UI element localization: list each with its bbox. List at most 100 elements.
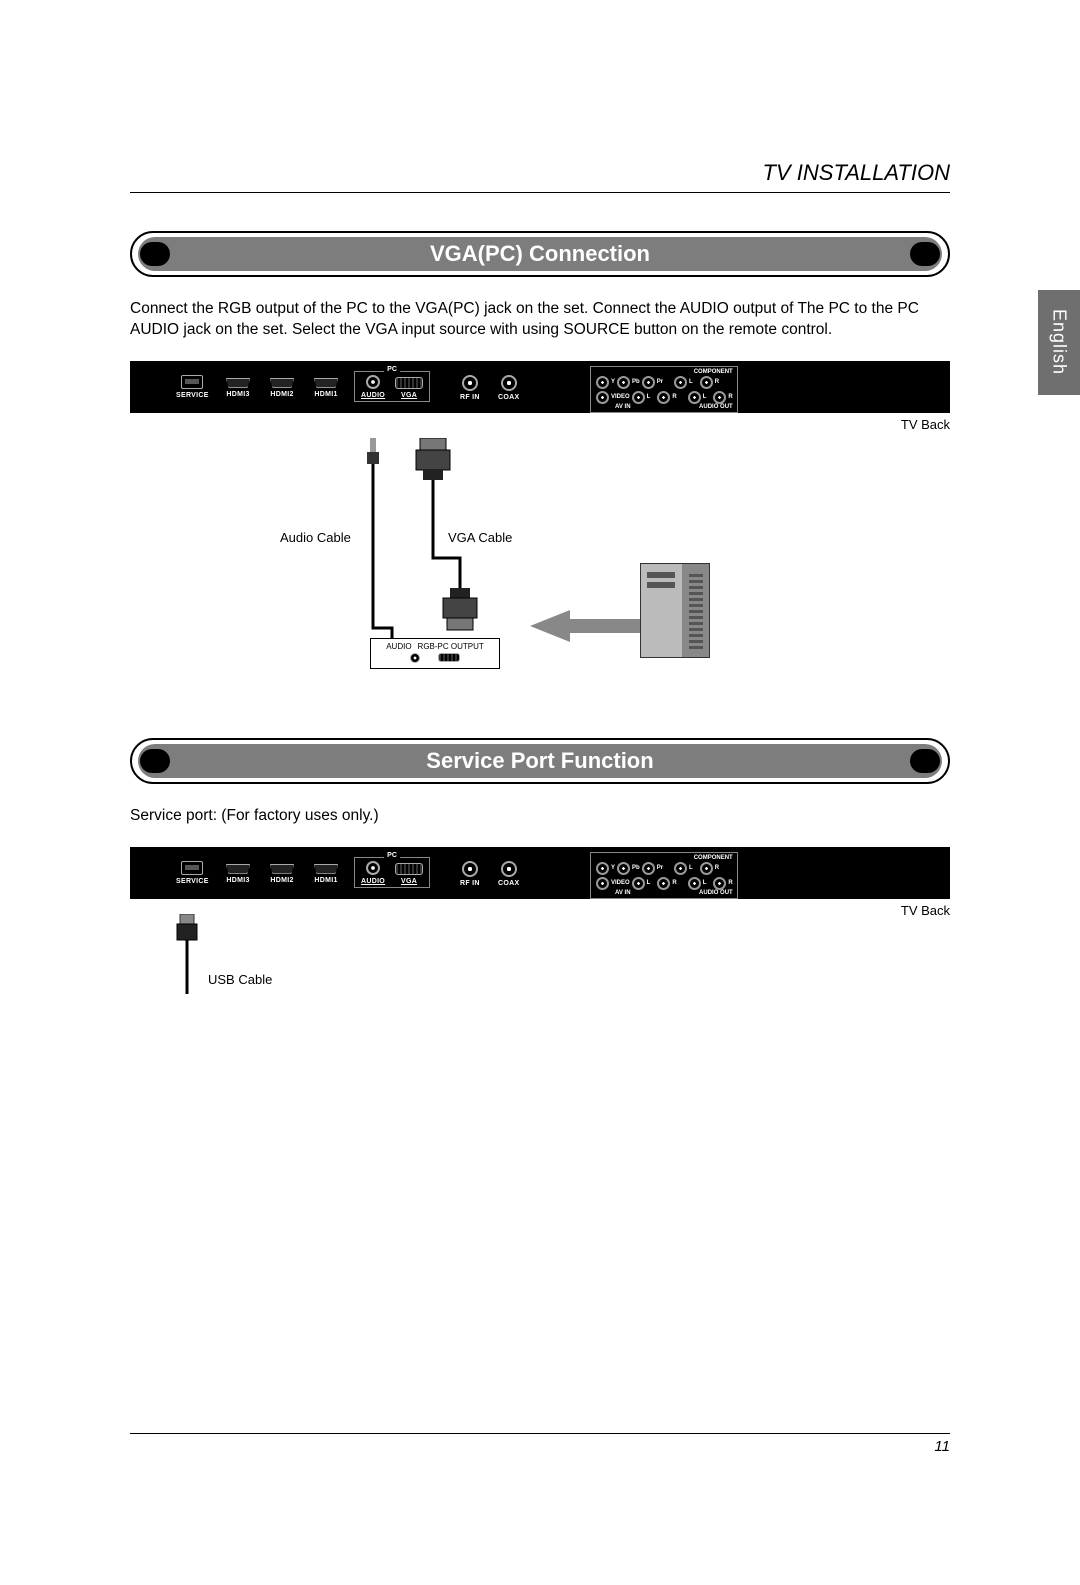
port-hdmi2: HDMI2: [270, 864, 294, 884]
rca-cluster: COMPONENT Y Pb Pr L R VIDEO L R L R: [590, 366, 738, 413]
rca-jack-icon: [632, 877, 645, 890]
rca-jack-icon: [657, 877, 670, 890]
pc-group-label: PC: [384, 366, 400, 373]
section1-body: Connect the RGB output of the PC to the …: [130, 299, 950, 341]
port-pc-audio: AUDIO: [361, 375, 385, 399]
port-label: HDMI3: [226, 877, 250, 884]
banner-inner: VGA(PC) Connection: [138, 237, 942, 271]
hdmi-port-icon: [226, 864, 250, 874]
port-label: SERVICE: [176, 392, 209, 399]
port-label: HDMI2: [270, 877, 294, 884]
banner-title: VGA(PC) Connection: [430, 241, 650, 267]
rca-jack-icon: [642, 376, 655, 389]
port-coax: COAX: [498, 375, 519, 401]
audio-jack-icon: [366, 861, 380, 875]
port-label: HDMI1: [314, 391, 338, 398]
tv-back-panel-1: SERVICE HDMI3 HDMI2 HDMI1 PC AUDIO: [130, 361, 950, 413]
audioout-label: AUDIO OUT: [699, 404, 733, 410]
port-service: SERVICE: [176, 861, 209, 885]
pc-tower-icon: [640, 563, 710, 658]
port-label: VGA: [395, 392, 423, 399]
port-label: SERVICE: [176, 878, 209, 885]
port-hdmi1: HDMI1: [314, 378, 338, 398]
pc-group-label: PC: [384, 852, 400, 859]
banner-cap-left: [140, 749, 170, 773]
page-footer: 11: [130, 1433, 950, 1455]
rca-jack-icon: [657, 391, 670, 404]
tv-back-label-1: TV Back: [130, 417, 950, 432]
hdmi-port-icon: [270, 378, 294, 388]
banner-title: Service Port Function: [426, 748, 653, 774]
audio-jack-icon: [410, 653, 420, 663]
port-service: SERVICE: [176, 375, 209, 399]
port-pc-audio: AUDIO: [361, 861, 385, 885]
rca-jack-icon: [596, 391, 609, 404]
outbox-audio-label: AUDIO: [386, 642, 411, 651]
outbox-rgb-label: RGB-PC OUTPUT: [418, 642, 484, 651]
rca-jack-icon: [700, 862, 713, 875]
rca-jack-icon: [617, 862, 630, 875]
rca-jack-icon: [596, 877, 609, 890]
component-label: COMPONENT: [595, 855, 733, 861]
port-label: COAX: [498, 880, 519, 887]
usb-cable-label: USB Cable: [208, 972, 272, 987]
coax-port-icon: [462, 375, 478, 391]
section2-body: Service port: (For factory uses only.): [130, 806, 950, 827]
rca-jack-icon: [700, 376, 713, 389]
port-coax: COAX: [498, 861, 519, 887]
port-label: RF IN: [460, 880, 480, 887]
port-label: AUDIO: [361, 392, 385, 399]
section-banner-vga: VGA(PC) Connection: [130, 231, 950, 277]
page-content: TV INSTALLATION VGA(PC) Connection Conne…: [130, 160, 950, 1024]
rca-cluster: COMPONENT Y Pb Pr L R VIDEO L R L R: [590, 852, 738, 899]
pc-output-box: AUDIO RGB-PC OUTPUT: [370, 638, 500, 669]
language-tab: English: [1038, 290, 1080, 395]
port-rfin: RF IN: [460, 375, 480, 401]
usb-port-icon: [181, 861, 203, 875]
vga-port-icon: [395, 863, 423, 875]
audio-jack-icon: [366, 375, 380, 389]
rca-jack-icon: [596, 376, 609, 389]
rca-row-top: Y Pb Pr L R: [595, 862, 733, 875]
rca-jack-icon: [713, 391, 726, 404]
usb-cable-svg: [130, 914, 330, 1014]
hdmi-port-icon: [270, 864, 294, 874]
port-hdmi3: HDMI3: [226, 378, 250, 398]
banner-inner: Service Port Function: [138, 744, 942, 778]
banner-cap-right: [910, 749, 940, 773]
rca-jack-icon: [642, 862, 655, 875]
rca-jack-icon: [688, 877, 701, 890]
port-vga: VGA: [395, 377, 423, 399]
cable-svg: [130, 438, 950, 708]
usb-port-icon: [181, 375, 203, 389]
avin-label: AV IN: [615, 890, 631, 896]
usb-cable-diagram: USB Cable: [130, 924, 950, 1024]
rca-jack-icon: [617, 376, 630, 389]
port-label: HDMI2: [270, 391, 294, 398]
rca-jack-icon: [674, 376, 687, 389]
pc-port-group: PC AUDIO VGA: [354, 857, 430, 888]
port-label: COAX: [498, 394, 519, 401]
port-label: HDMI1: [314, 877, 338, 884]
coax-port-icon: [501, 861, 517, 877]
audio-cable-label: Audio Cable: [280, 530, 351, 545]
rca-jack-icon: [596, 862, 609, 875]
rca-row-bottom: VIDEO L R L R: [595, 877, 733, 890]
tv-back-panel-2: SERVICE HDMI3 HDMI2 HDMI1 PC AUDIO VGA: [130, 847, 950, 899]
hdmi-port-icon: [226, 378, 250, 388]
rca-jack-icon: [688, 391, 701, 404]
port-label: HDMI3: [226, 391, 250, 398]
audioout-label: AUDIO OUT: [699, 890, 733, 896]
hdmi-port-icon: [314, 864, 338, 874]
vga-port-icon: [395, 377, 423, 389]
coax-port-icon: [462, 861, 478, 877]
rca-jack-icon: [632, 391, 645, 404]
rca-row-top: Y Pb Pr L R: [595, 376, 733, 389]
avin-label: AV IN: [615, 404, 631, 410]
port-rfin: RF IN: [460, 861, 480, 887]
page-header: TV INSTALLATION: [130, 160, 950, 193]
port-label: AUDIO: [361, 878, 385, 885]
page-number: 11: [934, 1438, 950, 1455]
coax-port-icon: [501, 375, 517, 391]
vga-cable-label: VGA Cable: [448, 530, 512, 545]
